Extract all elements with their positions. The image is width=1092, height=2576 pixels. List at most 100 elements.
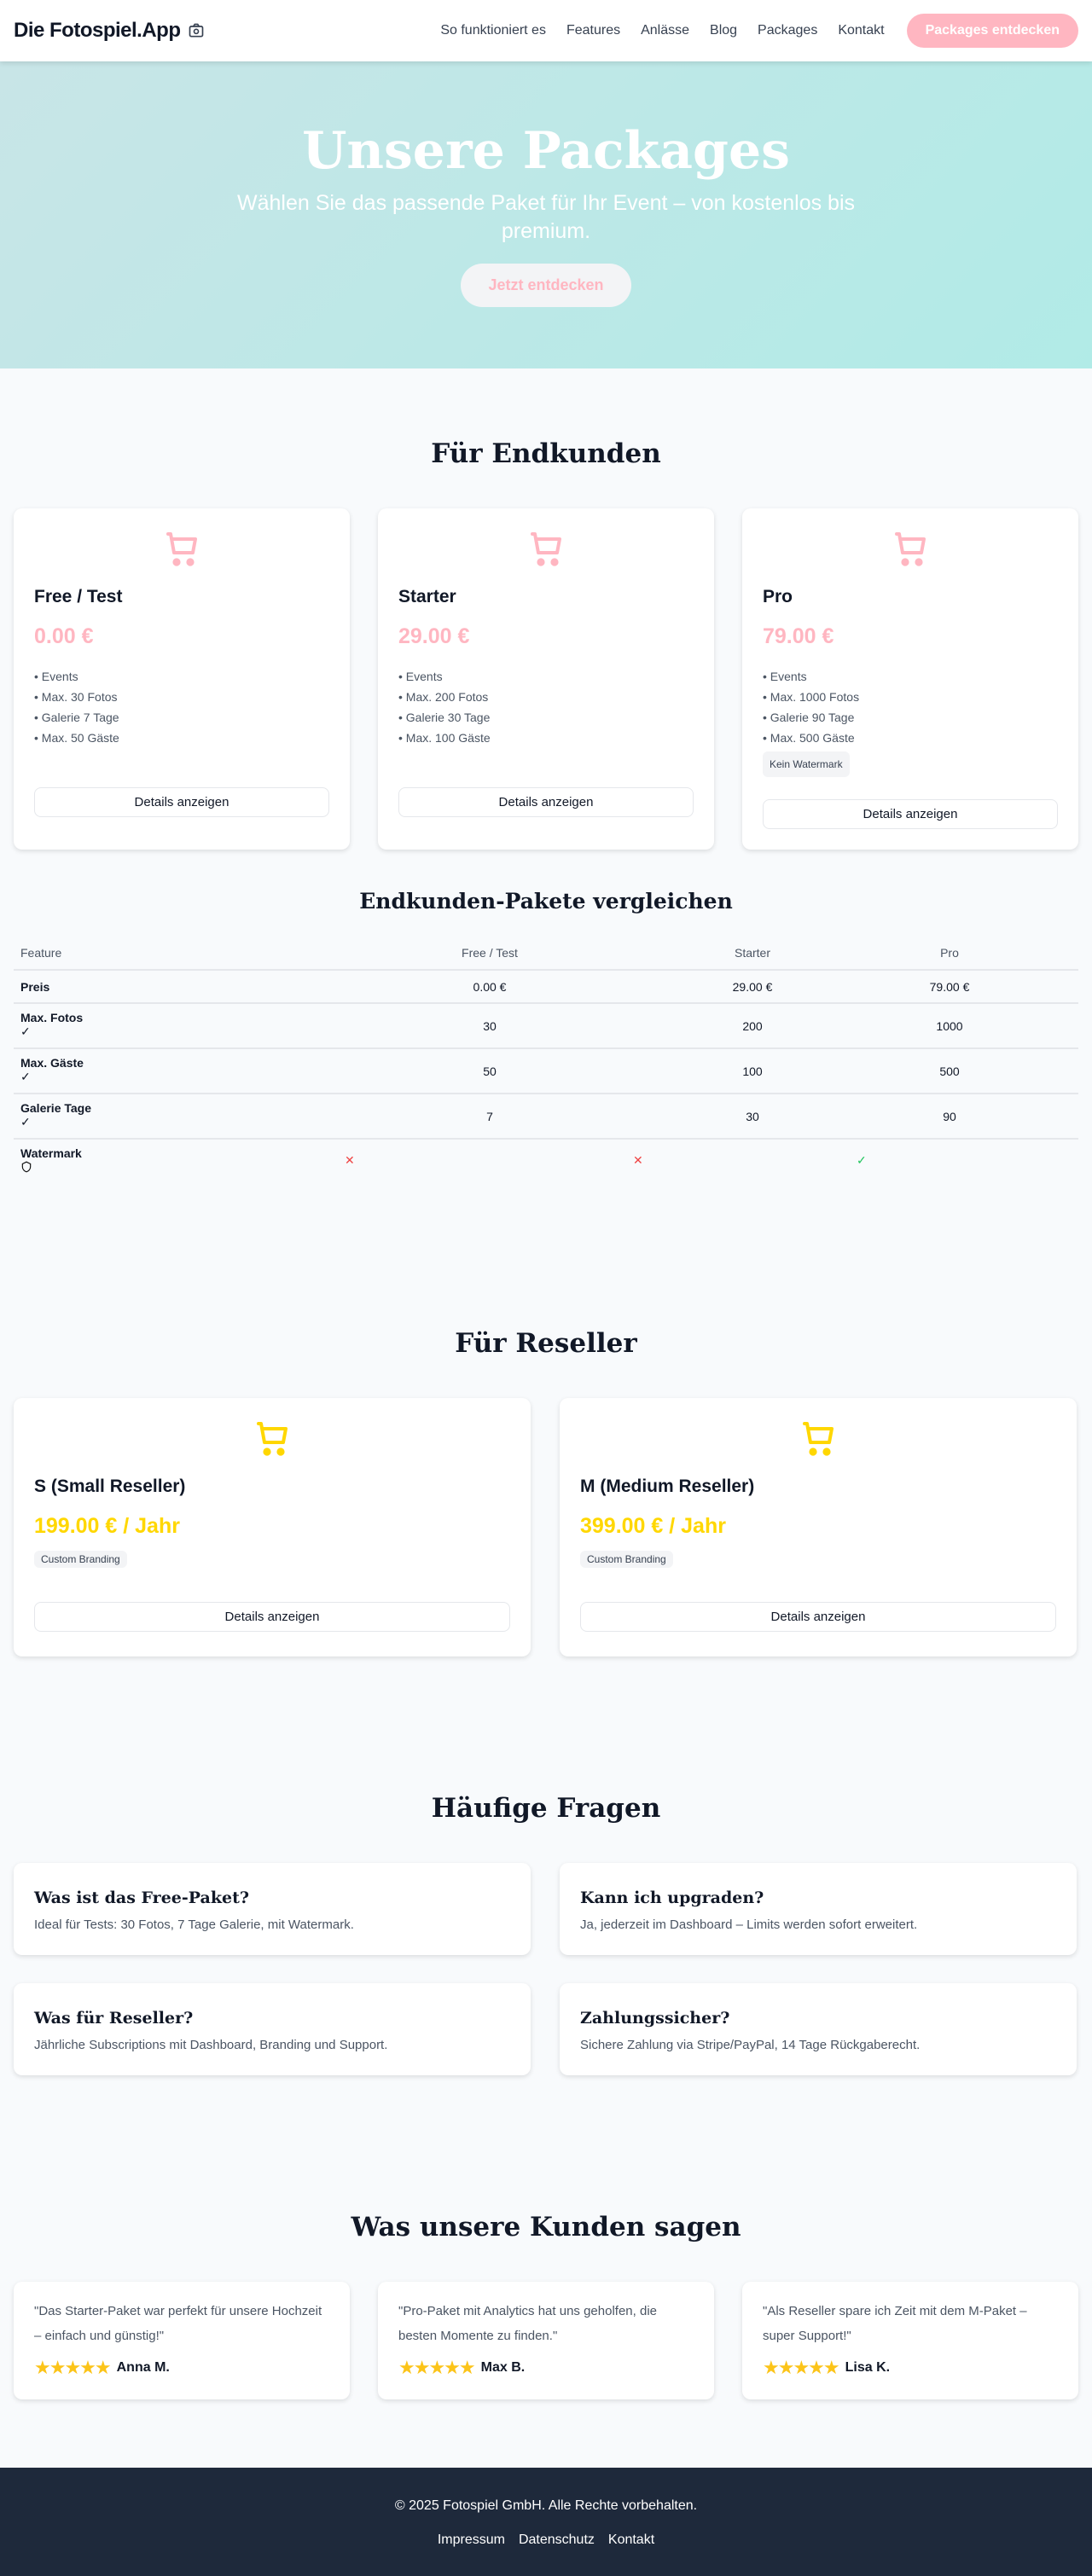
testimonial-quote: "Das Starter-Paket war perfekt für unser… (34, 2304, 322, 2343)
nav-link-packages[interactable]: Packages (758, 23, 818, 38)
details-button[interactable]: Details anzeigen (34, 1602, 510, 1632)
endkunden-cards: Free / Test 0.00 € • Events • Max. 30 Fot… (0, 508, 1092, 850)
reseller-card: S (Small Reseller) 199.00 € / Jahr Custo… (14, 1398, 531, 1656)
cross-icon: ✕ (633, 1153, 643, 1167)
navbar: Die Fotospiel.App So funktioniert es Fea… (0, 0, 1092, 61)
package-feature: • Galerie 7 Tage (34, 711, 119, 724)
package-feature: • Galerie 30 Tage (398, 711, 491, 724)
package-name: Free / Test (34, 587, 123, 606)
star-rating-icon: ★★★★★ (763, 2357, 840, 2378)
faq-answer: Ja, jederzeit im Dashboard – Limits werd… (580, 1917, 918, 1932)
faq-item: Was für Reseller? Jährliche Subscription… (14, 1983, 531, 2075)
faq-question: Zahlungssicher? (580, 2009, 730, 2028)
table-cell: 50 (295, 1048, 684, 1094)
table-cell: 0.00 € (295, 970, 684, 1004)
testimonial-author: Max B. (480, 2360, 526, 2375)
package-feature: • Max. 500 Gäste (763, 731, 855, 745)
compare-heading: Endkunden-Pakete vergleichen (359, 889, 733, 914)
jetzt-entdecken-button[interactable]: Jetzt entdecken (461, 264, 631, 307)
package-badge: Kein Watermark (763, 751, 850, 777)
testimonial-card: "Als Reseller spare ich Zeit mit dem M-P… (742, 2282, 1078, 2399)
details-button[interactable]: Details anzeigen (580, 1602, 1056, 1632)
footer-link-datenschutz[interactable]: Datenschutz (518, 2532, 595, 2547)
feature-label: Max. Fotos (20, 1011, 84, 1024)
table-cell: 500 (821, 1048, 1078, 1094)
table-cell: 1000 (821, 1003, 1078, 1049)
package-feature: • Events (763, 670, 807, 683)
packages-entdecken-button[interactable]: Packages entdecken (906, 14, 1078, 48)
testimonial-author: Lisa K. (845, 2360, 891, 2375)
faq-item: Zahlungssicher? Sichere Zahlung via Stri… (560, 1983, 1077, 2075)
footer-link-kontakt[interactable]: Kontakt (607, 2532, 655, 2547)
nav-link-anlaesse[interactable]: Anlässe (641, 23, 690, 38)
nav-link-kontakt[interactable]: Kontakt (838, 23, 885, 38)
package-name: M (Medium Reseller) (580, 1477, 755, 1496)
details-button[interactable]: Details anzeigen (34, 787, 329, 817)
package-price: 0.00 € (34, 624, 94, 648)
table-cell: 90 (821, 1094, 1078, 1140)
package-feature: • Max. 30 Fotos (34, 690, 118, 704)
feature-label: Max. Gäste (20, 1056, 84, 1070)
cart-icon (531, 532, 561, 566)
check-icon: ✓ (20, 1115, 31, 1128)
testimonial-quote: "Als Reseller spare ich Zeit mit dem M-P… (763, 2304, 1027, 2343)
reseller-cards: S (Small Reseller) 199.00 € / Jahr Custo… (0, 1398, 1092, 1656)
faq-list: Was ist das Free-Paket? Ideal für Tests:… (0, 1863, 1092, 2075)
footer: © 2025 Fotospiel GmbH. Alle Rechte vorbe… (0, 2468, 1092, 2576)
feature-label: Galerie Tage (20, 1101, 92, 1115)
check-icon: ✓ (20, 1024, 31, 1038)
endkunden-heading: Für Endkunden (431, 438, 661, 469)
faq-answer: Jährliche Subscriptions mit Dashboard, B… (34, 2038, 388, 2052)
logo[interactable]: Die Fotospiel.App (14, 19, 205, 43)
hero-subtitle: Wählen Sie das passende Paket für Ihr Ev… (236, 191, 856, 243)
table-cell: 30 (684, 1094, 821, 1140)
package-price: 399.00 € / Jahr (580, 1514, 726, 1538)
table-row: Galerie Tage ✓ 7 30 90 (14, 1094, 1078, 1140)
faq-question: Kann ich upgraden? (580, 1888, 764, 1907)
hero-title: Unsere Packages (302, 121, 790, 181)
header-starter: Starter (684, 936, 821, 971)
feature-label: Preis (20, 979, 50, 994)
package-badge: Custom Branding (34, 1551, 127, 1568)
package-price: 199.00 € / Jahr (34, 1514, 180, 1538)
package-price: 79.00 € (763, 624, 834, 648)
testimonials-heading: Was unsere Kunden sagen (351, 2212, 741, 2242)
package-card: Starter 29.00 € • Events • Max. 200 Fotos… (378, 508, 714, 850)
star-rating-icon: ★★★★★ (398, 2357, 476, 2378)
package-feature: • Max. 50 Gäste (34, 731, 119, 745)
package-feature: • Events (34, 670, 78, 683)
table-row-watermark: Watermark ✕ ✕ ✓ (14, 1139, 1078, 1183)
nav-link-blog[interactable]: Blog (710, 23, 738, 38)
faq-item: Was ist das Free-Paket? Ideal für Tests:… (14, 1863, 531, 1955)
package-feature: • Galerie 90 Tage (763, 711, 855, 724)
package-name: Pro (763, 587, 793, 606)
package-feature: • Events (398, 670, 443, 683)
details-button[interactable]: Details anzeigen (763, 799, 1058, 829)
faq-answer: Ideal für Tests: 30 Fotos, 7 Tage Galeri… (34, 1917, 354, 1932)
package-feature: • Max. 100 Gäste (398, 731, 491, 745)
copyright: © 2025 Fotospiel GmbH. Alle Rechte vorbe… (394, 2498, 698, 2513)
faq-question: Was für Reseller? (34, 2009, 194, 2028)
camera-icon (189, 23, 203, 38)
details-button[interactable]: Details anzeigen (398, 787, 694, 817)
star-rating-icon: ★★★★★ (34, 2357, 112, 2378)
footer-link-impressum[interactable]: Impressum (437, 2532, 505, 2547)
table-cell: 200 (684, 1003, 821, 1049)
table-cell: 79.00 € (821, 970, 1078, 1004)
nav-link-so-funktioniert-es[interactable]: So funktioniert es (440, 23, 546, 38)
faq-heading: Häufige Fragen (431, 1793, 661, 1824)
table-row: Preis 0.00 €29.00 €79.00 € (14, 970, 1078, 1004)
faq-answer: Sichere Zahlung via Stripe/PayPal, 14 Ta… (580, 2038, 921, 2052)
testimonial-author: Anna M. (116, 2360, 170, 2375)
header-free: Free / Test (295, 936, 684, 971)
nav-link-features[interactable]: Features (566, 23, 621, 38)
table-row: Max. Gäste ✓ 50 100 500 (14, 1048, 1078, 1094)
faq-item: Kann ich upgraden? Ja, jederzeit im Dash… (560, 1863, 1077, 1955)
hero: Unsere Packages Wählen Sie das passende … (0, 61, 1092, 368)
package-price: 29.00 € (398, 624, 470, 648)
feature-label: Watermark (20, 1146, 82, 1160)
package-card: Pro 79.00 € • Events • Max. 1000 Fotos • G… (742, 508, 1078, 850)
table-cell: 7 (295, 1094, 684, 1140)
package-feature: • Max. 1000 Fotos (763, 690, 860, 704)
reseller-card: M (Medium Reseller) 399.00 € / Jahr Cust… (560, 1398, 1077, 1656)
